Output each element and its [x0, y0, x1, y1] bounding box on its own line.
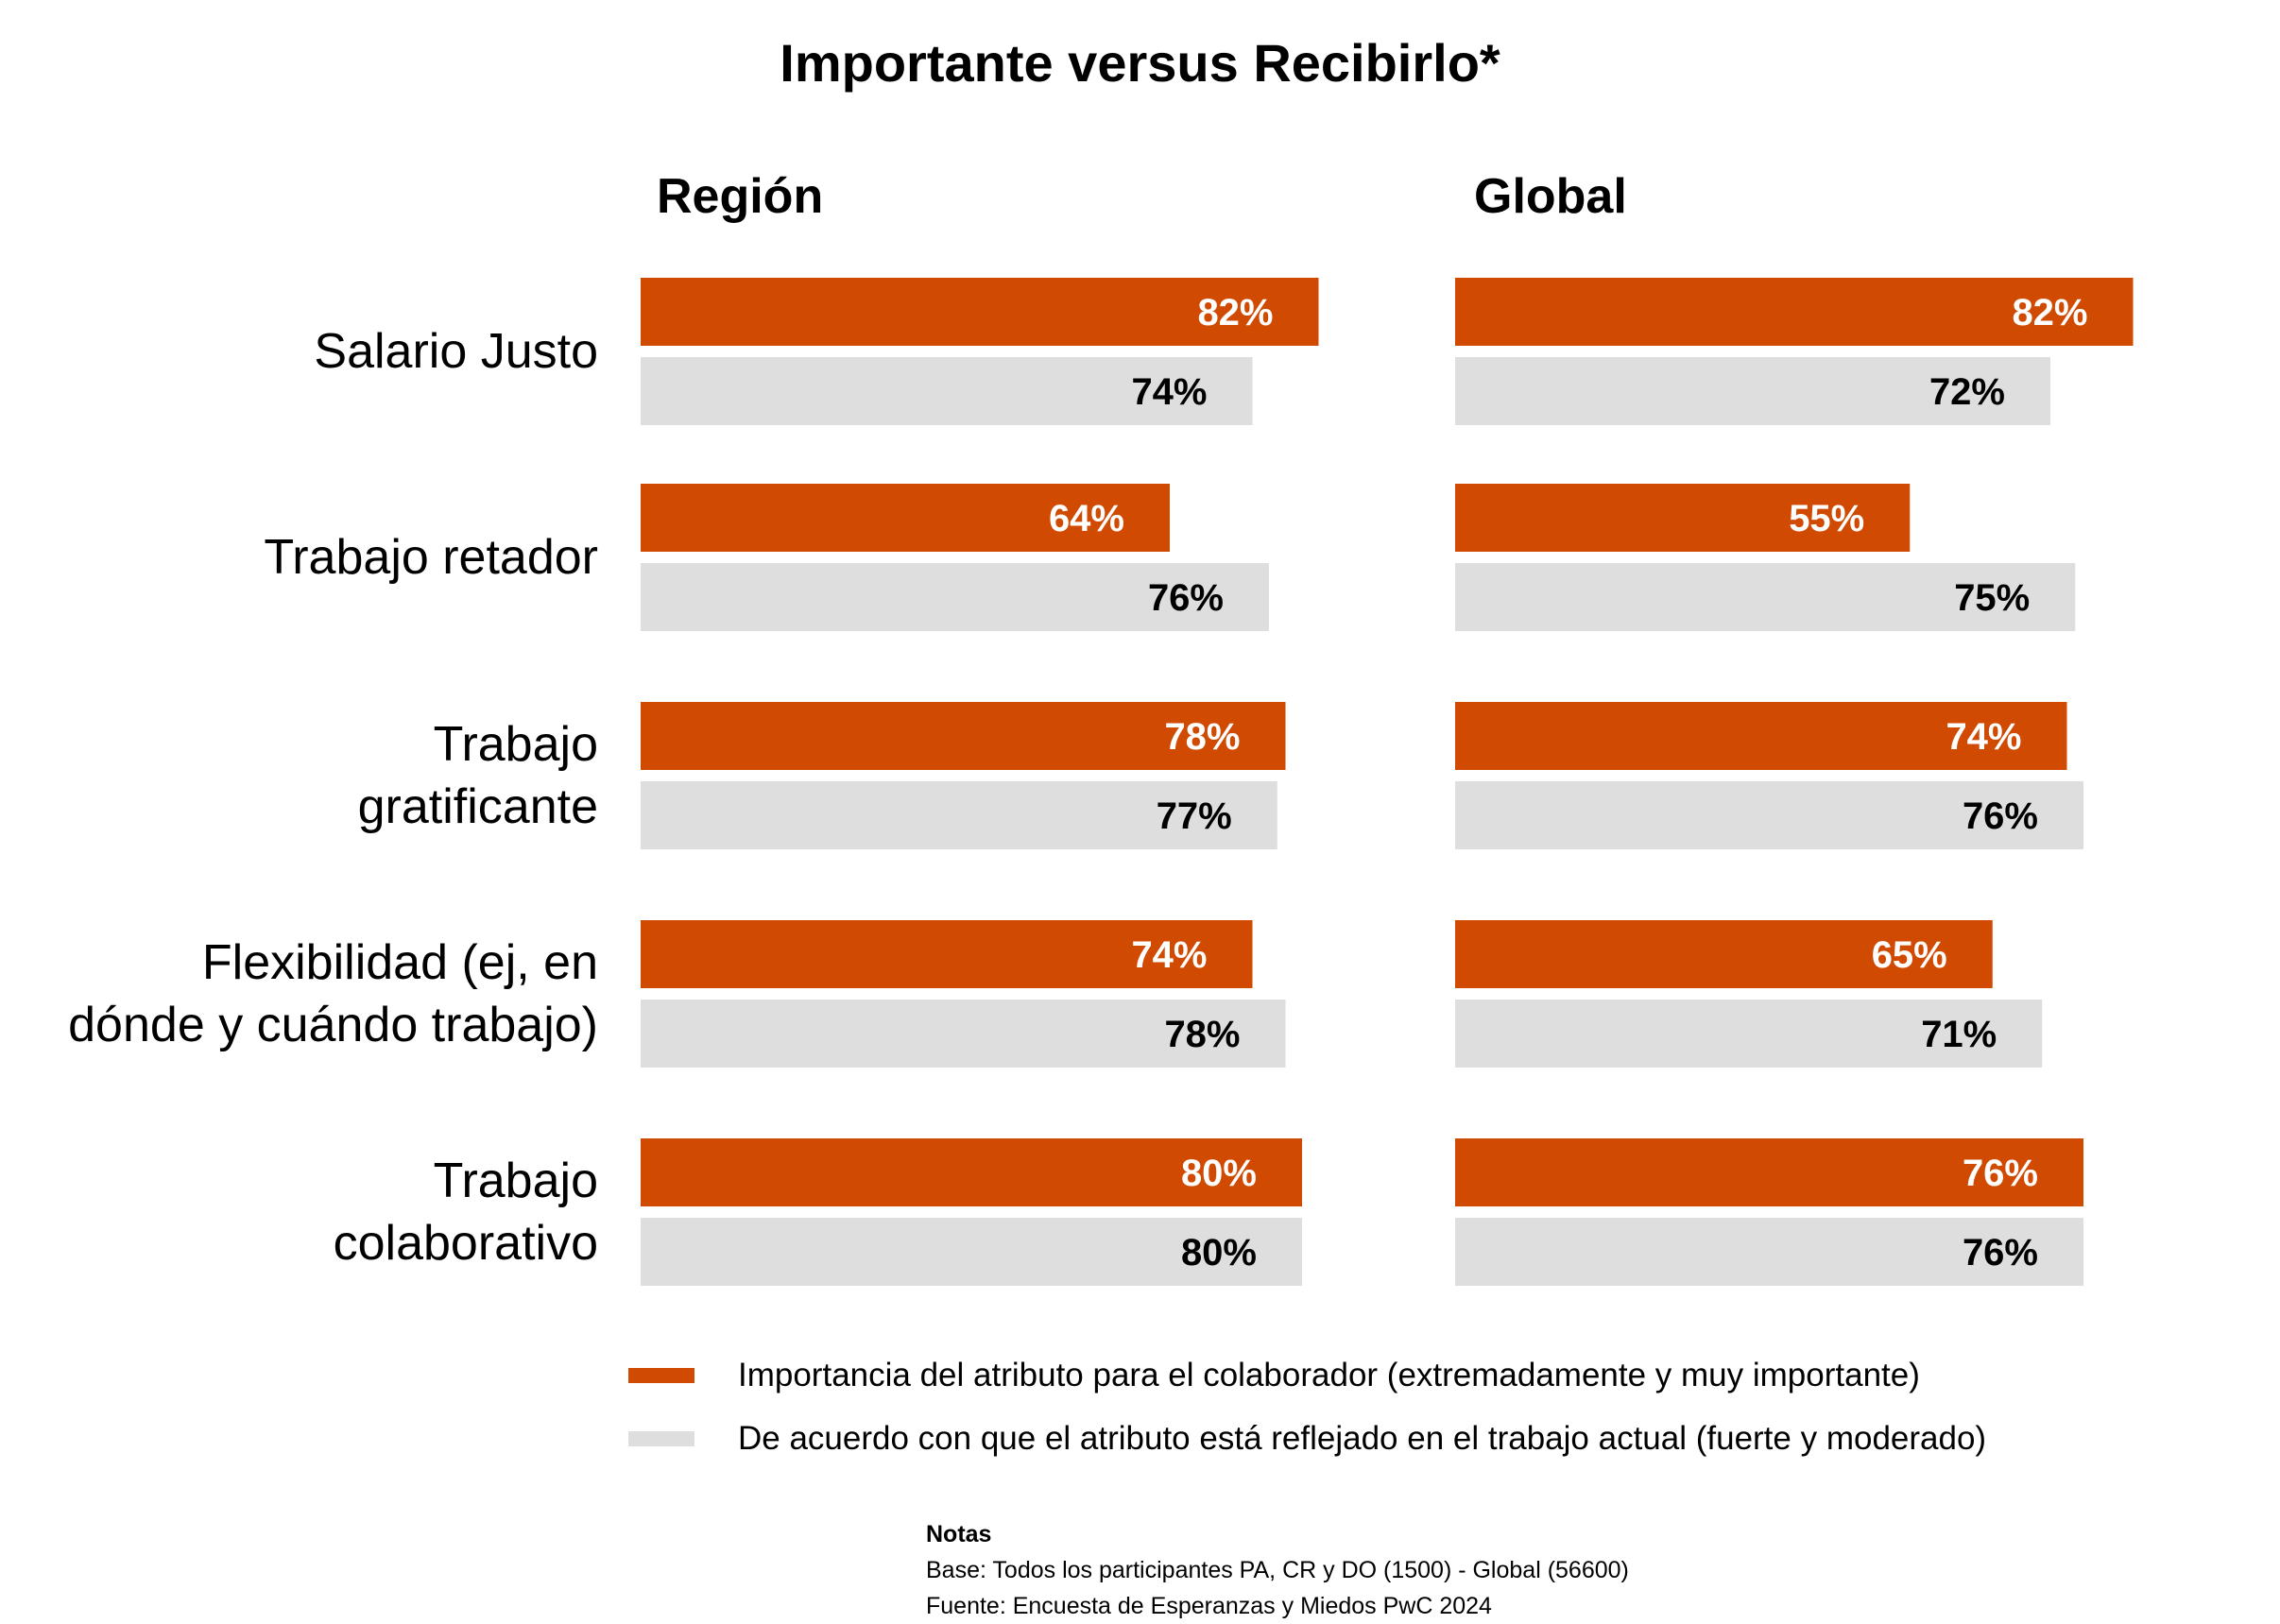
panel-title-region: Región [657, 169, 824, 224]
category-label-line: Trabajo [433, 1154, 598, 1208]
bar-region-importance-trabajo-gratificante [641, 702, 1286, 770]
bar-region-importance-salario-justo [641, 278, 1319, 346]
category-label-trabajo-gratificante: Trabajo gratificante [358, 713, 598, 838]
category-label-trabajo-retador: Trabajo retador [264, 526, 598, 589]
category-label-line: colaborativo [333, 1216, 598, 1271]
data-label-global-reflected-flexibilidad-ej-en-donde-y-cuando-trabajo: 71% [1921, 1014, 1997, 1055]
category-label-salario-justo: Salario Justo [314, 320, 598, 383]
data-label-region-importance-trabajo-retador: 64% [1049, 498, 1124, 539]
data-label-region-importance-trabajo-colaborativo: 80% [1181, 1153, 1257, 1194]
bar-chart: 82% 64% 78% 74% 80% 74% 76% 77% 78% 80% 82% 55% 74% 6… [641, 278, 2134, 1286]
bar-global-importance-trabajo-retador [1455, 484, 1911, 552]
bar-region-reflected-trabajo-gratificante [641, 781, 1277, 849]
notes-base: Base: Todos los participantes PA, CR y D… [926, 1557, 1629, 1583]
notes: Notas Base: Todos los participantes PA, … [926, 1516, 1629, 1624]
bar-region-importance-trabajo-retador [641, 484, 1170, 552]
data-label-global-importance-salario-justo: 82% [2012, 292, 2087, 333]
data-label-region-reflected-flexibilidad-ej-en-donde-y-cuando-trabajo: 78% [1164, 1014, 1240, 1055]
legend-swatch-reflected [628, 1431, 694, 1446]
data-label-region-reflected-trabajo-retador: 76% [1148, 577, 1224, 619]
bar-region-reflected-trabajo-colaborativo [641, 1218, 1302, 1286]
category-label-trabajo-colaborativo: Trabajo colaborativo [334, 1150, 598, 1274]
legend-label-importance: Importancia del atributo para el colabor… [738, 1357, 1920, 1393]
legend-swatch-importance [628, 1368, 694, 1383]
bar-global-reflected-salario-justo [1455, 357, 2050, 425]
data-label-global-importance-flexibilidad-ej-en-donde-y-cuando-trabajo: 65% [1872, 934, 1947, 976]
bar-global-reflected-trabajo-gratificante [1455, 781, 2083, 849]
notes-heading: Notas [926, 1521, 992, 1547]
data-label-region-importance-salario-justo: 82% [1197, 292, 1273, 333]
panel-title-global: Global [1474, 169, 1627, 224]
data-label-region-importance-flexibilidad-ej-en-donde-y-cuando-trabajo: 74% [1131, 934, 1207, 976]
bar-region-reflected-trabajo-retador [641, 563, 1269, 631]
data-label-global-importance-trabajo-retador: 55% [1789, 498, 1864, 539]
category-label-flexibilidad-ej-en-donde-y-cuando-trabajo: Flexibilidad (ej, en dónde y cuándo traba… [68, 932, 598, 1056]
bar-region-importance-trabajo-colaborativo [641, 1138, 1302, 1206]
data-label-region-reflected-trabajo-colaborativo: 80% [1181, 1232, 1257, 1274]
bar-global-importance-flexibilidad-ej-en-donde-y-cuando-trabajo [1455, 920, 1993, 988]
bar-region-importance-flexibilidad-ej-en-donde-y-cuando-trabajo [641, 920, 1253, 988]
bar-global-importance-salario-justo [1455, 278, 2134, 346]
bar-global-reflected-trabajo-colaborativo [1455, 1218, 2083, 1286]
bar-global-reflected-trabajo-retador [1455, 563, 2076, 631]
data-label-global-importance-trabajo-gratificante: 74% [1946, 716, 2021, 758]
category-label-line: Trabajo [433, 717, 598, 772]
bar-region-reflected-flexibilidad-ej-en-donde-y-cuando-trabajo [641, 1000, 1286, 1068]
legend-label-reflected: De acuerdo con que el atributo está refl… [738, 1420, 1987, 1457]
legend-item-importance: Importancia del atributo para el colabor… [628, 1357, 1920, 1394]
bar-global-reflected-flexibilidad-ej-en-donde-y-cuando-trabajo [1455, 1000, 2043, 1068]
category-label-line: Flexibilidad (ej, en [201, 935, 598, 990]
data-label-region-reflected-trabajo-gratificante: 77% [1157, 795, 1232, 837]
bar-region-reflected-salario-justo [641, 357, 1253, 425]
data-label-global-reflected-trabajo-gratificante: 76% [1963, 795, 2038, 837]
data-label-region-importance-trabajo-gratificante: 78% [1164, 716, 1240, 758]
data-label-global-importance-trabajo-colaborativo: 76% [1963, 1153, 2038, 1194]
bar-global-importance-trabajo-gratificante [1455, 702, 2067, 770]
data-label-region-reflected-salario-justo: 74% [1131, 371, 1207, 413]
category-label-line: Salario Justo [314, 324, 598, 379]
category-label-line: Trabajo retador [264, 530, 598, 585]
category-label-line: dónde y cuándo trabajo) [68, 998, 598, 1052]
data-label-global-reflected-trabajo-retador: 75% [1954, 577, 2030, 619]
bar-global-importance-trabajo-colaborativo [1455, 1138, 2083, 1206]
data-label-global-reflected-salario-justo: 72% [1929, 371, 2005, 413]
legend-item-reflected: De acuerdo con que el atributo está refl… [628, 1420, 1986, 1458]
data-label-global-reflected-trabajo-colaborativo: 76% [1963, 1232, 2038, 1274]
notes-source: Fuente: Encuesta de Esperanzas y Miedos … [926, 1593, 1492, 1619]
chart-title: Importante versus Recibirlo* [780, 33, 1500, 93]
category-label-line: gratificante [357, 779, 598, 834]
